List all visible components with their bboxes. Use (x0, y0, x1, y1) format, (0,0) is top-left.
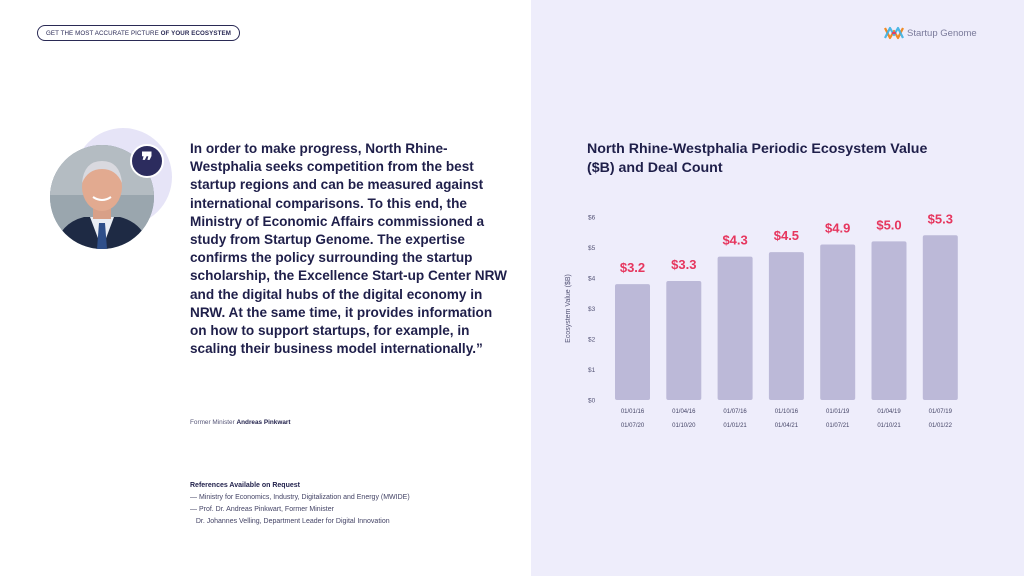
author-prefix: Former Minister (190, 419, 237, 426)
x-tick-label: 01/07/20 (621, 423, 645, 429)
quote-mark-icon: ❞ (141, 148, 153, 174)
bar-data-label: $4.3 (722, 233, 747, 248)
speaker-photo-group: ❞ (46, 128, 172, 258)
bar (615, 284, 650, 400)
x-tick-label: 01/07/16 (723, 409, 747, 415)
portrait-illustration (50, 145, 154, 249)
y-tick-label: $0 (588, 398, 596, 405)
bar (717, 256, 753, 400)
tagline-bold: OF YOUR ECOSYSTEM (160, 30, 231, 37)
y-tick-label: $3 (588, 306, 596, 313)
x-tick-label: 01/07/19 (929, 409, 953, 415)
x-tick-label: 01/04/21 (775, 423, 799, 429)
reference-item: Dr. Johannes Velling, Department Leader … (190, 518, 390, 525)
chart-title: North Rhine-Westphalia Periodic Ecosyste… (587, 141, 928, 176)
reference-item: — Prof. Dr. Andreas Pinkwart, Former Min… (190, 506, 334, 513)
bar (922, 235, 958, 400)
tagline-normal: GET THE MOST ACCURATE PICTURE (46, 30, 161, 37)
y-tick-label: $4 (588, 276, 596, 283)
x-tick-label: 01/01/21 (723, 423, 747, 429)
bar-data-label: $5.3 (928, 211, 953, 226)
avatar (50, 145, 154, 249)
logo-text: Startup Genome (907, 27, 977, 39)
bar-data-label: $4.5 (774, 228, 799, 243)
bar-data-label: $3.3 (671, 257, 696, 272)
bar-chart: Ecosystem Value ($B) $0 $1 $2 $3 $4 $5 $6 $3.2 01… (565, 211, 958, 429)
x-tick-label: 01/04/19 (877, 409, 901, 415)
y-tick-label: $5 (588, 245, 596, 252)
x-tick-label: 01/10/16 (775, 409, 799, 415)
x-tick-label: 01/01/22 (929, 423, 953, 429)
startup-genome-logo: Startup Genome (884, 24, 977, 42)
bar-data-label: $4.9 (825, 220, 850, 235)
y-axis-label: Ecosystem Value ($B) (565, 274, 572, 343)
references-title: References Available on Request (190, 482, 300, 489)
author-name: Andreas Pinkwart (236, 419, 291, 426)
bar (871, 241, 907, 400)
bar-data-label: $3.2 (620, 260, 645, 275)
x-tick-label: 01/01/16 (621, 409, 645, 415)
quote-text: In order to make progress, North Rhine-W… (190, 141, 508, 357)
bar-data-label: $5.0 (876, 217, 901, 232)
x-tick-label: 01/10/21 (877, 423, 901, 429)
bar (666, 281, 702, 400)
x-tick-label: 01/10/20 (672, 423, 696, 429)
reference-item: — Ministry for Economics, Industry, Digi… (190, 494, 410, 501)
references: References Available on Request — Minist… (190, 480, 410, 528)
quote-badge: ❞ (130, 144, 164, 178)
y-tick-label: $1 (588, 367, 596, 374)
bar (768, 252, 804, 400)
x-tick-label: 01/04/16 (672, 409, 696, 415)
tagline-pill: GET THE MOST ACCURATE PICTURE OF YOUR EC… (37, 25, 240, 41)
x-tick-label: 01/01/19 (826, 409, 850, 415)
y-tick-label: $6 (588, 215, 596, 222)
quote-author: Former Minister Andreas Pinkwart (190, 419, 291, 426)
bar (820, 244, 856, 400)
y-tick-label: $2 (588, 337, 596, 344)
startup-genome-logo-icon (884, 26, 904, 40)
x-tick-label: 01/07/21 (826, 423, 850, 429)
